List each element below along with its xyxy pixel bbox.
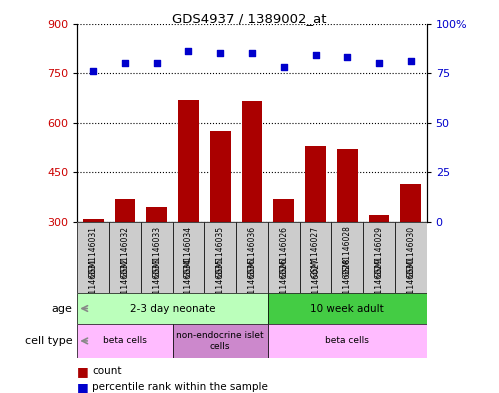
Text: GSM1146035: GSM1146035 [216,226,225,277]
Text: GSM1146026: GSM1146026 [279,226,288,277]
Text: GSM1146035: GSM1146035 [216,257,225,311]
Text: GSM1146029: GSM1146029 [375,257,384,311]
Text: GSM1146033: GSM1146033 [152,257,161,310]
Point [153,60,161,66]
Text: 2-3 day neonate: 2-3 day neonate [130,303,216,314]
Bar [205,222,236,293]
Text: beta cells: beta cells [325,336,369,345]
Text: GSM1146026: GSM1146026 [279,257,288,311]
Point [375,60,383,66]
Bar [141,222,173,293]
Text: GSM1146031: GSM1146031 [89,226,98,277]
Bar [77,222,109,293]
Bar [369,215,389,222]
Text: GSM1146031: GSM1146031 [89,257,98,310]
Bar [109,222,141,293]
Text: GDS4937 / 1389002_at: GDS4937 / 1389002_at [172,12,327,25]
Point [407,58,415,64]
Text: count: count [92,366,122,376]
Text: GSM1146036: GSM1146036 [248,257,256,310]
Text: age: age [51,303,72,314]
Bar [173,222,205,293]
Text: GSM1146027: GSM1146027 [311,226,320,277]
Text: GSM1146030: GSM1146030 [406,257,415,310]
Point [121,60,129,66]
Bar [331,222,363,293]
Bar [115,199,135,222]
Text: GSM1146033: GSM1146033 [152,226,161,277]
Bar [299,222,331,293]
Bar [236,222,268,293]
Text: GSM1146028: GSM1146028 [343,226,352,276]
Text: GSM1146032: GSM1146032 [120,257,129,311]
Text: GSM1146036: GSM1146036 [248,226,256,277]
Bar [83,219,103,222]
Text: GSM1146029: GSM1146029 [375,226,384,277]
Text: 10 week adult: 10 week adult [310,303,384,314]
Text: GSM1146034: GSM1146034 [184,226,193,277]
Bar [77,293,268,324]
Text: GSM1146027: GSM1146027 [311,257,320,311]
Text: GSM1146028: GSM1146028 [343,257,352,311]
Point [280,64,288,70]
Bar [77,324,173,358]
Text: GSM1146032: GSM1146032 [120,226,129,277]
Text: ■: ■ [77,365,89,378]
Text: non-endocrine islet
cells: non-endocrine islet cells [177,331,264,351]
Bar [337,149,358,222]
Bar [210,131,231,222]
Bar [268,324,427,358]
Text: GSM1146030: GSM1146030 [406,226,415,277]
Bar [395,222,427,293]
Bar [178,100,199,222]
Text: cell type: cell type [25,336,72,346]
Bar [273,199,294,222]
Bar [146,207,167,222]
Text: percentile rank within the sample: percentile rank within the sample [92,382,268,392]
Text: beta cells: beta cells [103,336,147,345]
Bar [173,324,268,358]
Bar [305,146,326,222]
Text: ■: ■ [77,380,89,393]
Point [185,48,193,55]
Bar [242,101,262,222]
Point [89,68,97,74]
Point [311,52,319,59]
Point [248,50,256,57]
Bar [363,222,395,293]
Point [343,54,351,61]
Bar [268,222,299,293]
Bar [268,293,427,324]
Bar [400,184,421,222]
Point [216,50,224,57]
Text: GSM1146034: GSM1146034 [184,257,193,310]
